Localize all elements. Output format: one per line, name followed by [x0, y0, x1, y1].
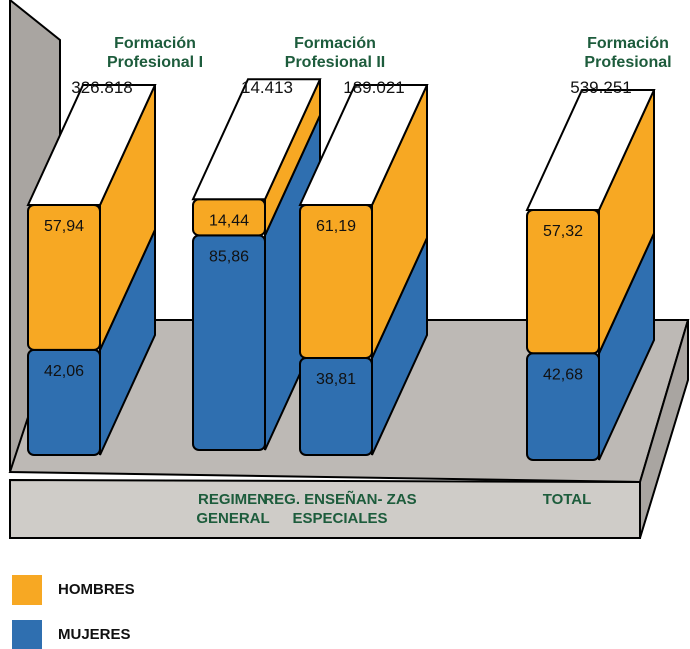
x-tick-label: REG. ENSEÑAN- ZAS ESPECIALES [260, 490, 420, 528]
x-tick-label: TOTAL [512, 490, 622, 509]
chart: 42,06 57,94 85,86 14,44 38,81 61,19 42,68 57,32… [0, 0, 690, 649]
total-label: 539.251 [570, 78, 631, 98]
legend-swatch [12, 620, 42, 649]
total-label: 326.818 [71, 78, 132, 98]
book-segment [193, 235, 265, 450]
group-title: Formación Profesional II [260, 34, 410, 72]
legend-label: MUJERES [58, 626, 131, 643]
value-label: 14,44 [209, 212, 249, 229]
group-title: Formación Profesional [553, 34, 690, 72]
legend-label: HOMBRES [58, 581, 135, 598]
value-label: 57,94 [44, 218, 84, 235]
value-label: 85,86 [209, 248, 249, 265]
value-label: 61,19 [316, 218, 356, 235]
value-label: 38,81 [316, 371, 356, 388]
value-label: 57,32 [543, 223, 583, 240]
group-title: Formación Profesional I [80, 34, 230, 72]
legend-swatch [12, 575, 42, 605]
value-label: 42,06 [44, 363, 84, 380]
value-label: 42,68 [543, 366, 583, 383]
total-label: 189.021 [343, 78, 404, 98]
total-label: 14.413 [241, 78, 293, 98]
